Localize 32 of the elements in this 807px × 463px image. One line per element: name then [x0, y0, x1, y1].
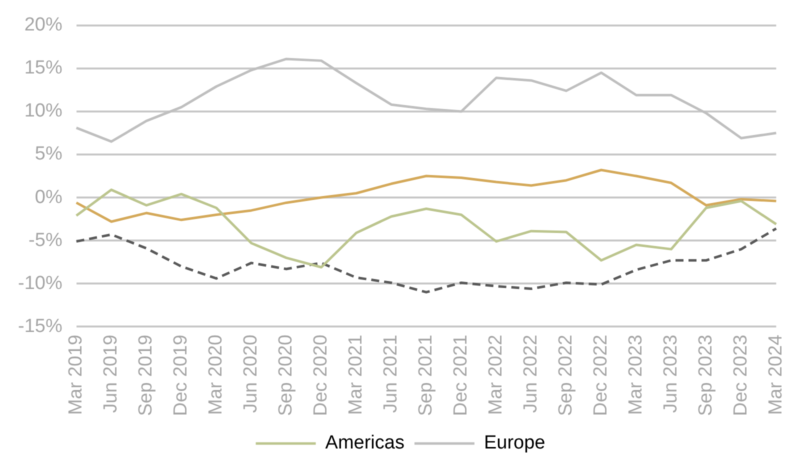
x-tick-label: Jun 2019: [100, 334, 122, 413]
y-tick-label: -10%: [18, 272, 62, 294]
legend-label: Europe: [484, 432, 546, 454]
x-tick-label: Jun 2023: [660, 334, 682, 413]
x-tick-label: Jun 2022: [520, 334, 542, 413]
line-series: [75, 227, 778, 294]
y-tick-label: 10%: [24, 100, 62, 122]
y-tick-label: 5%: [34, 144, 62, 165]
y-tick-label: 20%: [24, 14, 62, 36]
x-tick-label: Dec 2019: [170, 334, 192, 416]
x-tick-label: Mar 2021: [346, 334, 367, 415]
x-tick-label: Mar 2023: [625, 334, 646, 415]
x-tick-label: Jun 2021: [380, 334, 402, 413]
x-tick-label: Mar 2022: [485, 334, 506, 415]
legend-label: Americas: [325, 432, 404, 454]
x-tick-label: Jun 2020: [240, 334, 262, 413]
y-tick-label: 15%: [24, 58, 62, 79]
x-tick-label: Sep 2020: [276, 334, 297, 416]
x-tick-label: Dec 2022: [590, 334, 612, 416]
y-tick-label: 0%: [34, 186, 62, 208]
x-tick-label: Dec 2020: [310, 334, 332, 416]
x-tick-label: Dec 2021: [450, 334, 472, 416]
x-tick-label: Mar 2020: [206, 334, 227, 415]
x-tick-label: Sep 2023: [695, 334, 716, 416]
x-tick-label: Mar 2024: [765, 334, 786, 415]
y-tick-label: -15%: [18, 316, 62, 337]
y-tick-label: -5%: [28, 230, 62, 251]
x-tick-label: Sep 2022: [555, 334, 576, 416]
x-tick-label: Dec 2023: [730, 334, 752, 416]
x-tick-label: Mar 2019: [66, 334, 87, 415]
x-tick-label: Sep 2021: [416, 334, 437, 416]
x-tick-label: Sep 2019: [136, 334, 157, 416]
